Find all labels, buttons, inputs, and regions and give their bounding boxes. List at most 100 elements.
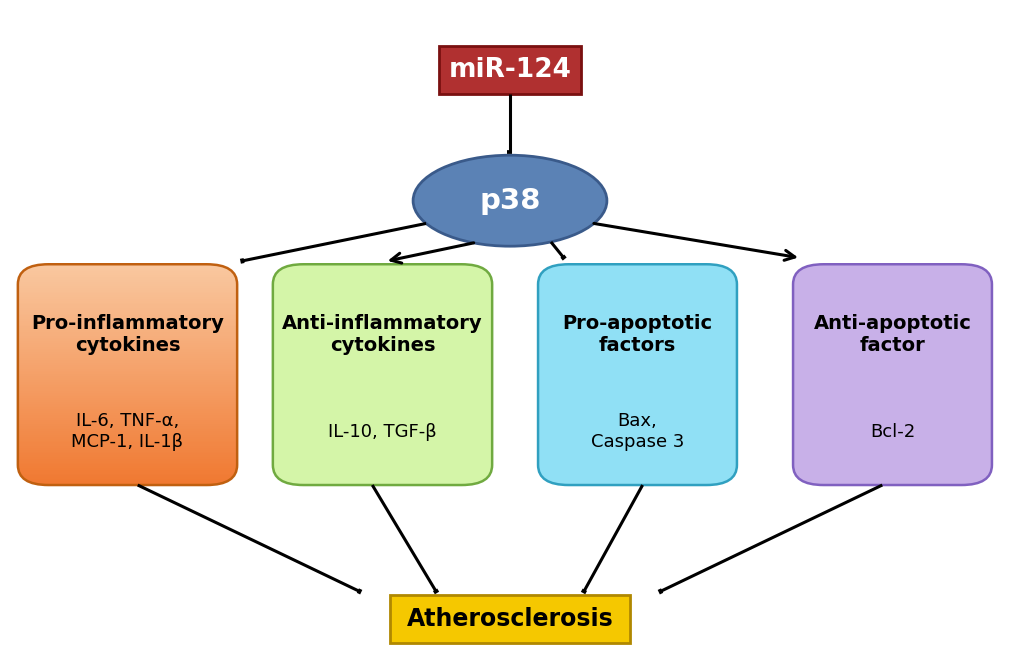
Bar [18, 301, 236, 303]
Bar [18, 427, 236, 430]
Bar [18, 378, 236, 380]
Bar [18, 383, 236, 385]
Text: Bax,
Caspase 3: Bax, Caspase 3 [590, 412, 684, 451]
Bar [18, 358, 236, 360]
Bar [18, 454, 236, 456]
Bar [18, 476, 236, 478]
Bar [18, 435, 236, 438]
Bar [18, 279, 236, 281]
Bar [18, 398, 236, 400]
Bar [18, 434, 236, 436]
Bar [18, 442, 236, 445]
Bar [18, 308, 236, 310]
Bar [18, 339, 236, 341]
Bar [18, 426, 236, 428]
Text: IL-6, TNF-α,
MCP-1, IL-1β: IL-6, TNF-α, MCP-1, IL-1β [71, 412, 183, 451]
Text: p38: p38 [479, 187, 540, 215]
Ellipse shape [413, 155, 606, 246]
Bar [18, 463, 236, 465]
Bar [18, 381, 236, 384]
Bar [18, 349, 236, 351]
Bar [18, 424, 236, 426]
Bar [18, 273, 236, 276]
Bar [18, 369, 236, 371]
Bar [18, 272, 236, 274]
Bar [18, 304, 236, 306]
Text: Pro-apoptotic
factors: Pro-apoptotic factors [561, 314, 712, 355]
Bar [18, 439, 236, 441]
Bar [18, 441, 236, 443]
Bar [18, 417, 236, 419]
Bar [18, 420, 236, 423]
Bar [18, 468, 236, 470]
Bar [18, 351, 236, 353]
Bar [18, 456, 236, 458]
Bar [18, 310, 236, 312]
Bar [18, 429, 236, 432]
Bar [18, 275, 236, 277]
Bar [18, 479, 236, 482]
Bar [18, 407, 236, 409]
FancyBboxPatch shape [273, 264, 492, 485]
Bar [18, 361, 236, 364]
Bar [18, 409, 236, 411]
Text: Anti-inflammatory
cytokines: Anti-inflammatory cytokines [282, 314, 482, 355]
Bar [18, 400, 236, 402]
Text: Bcl-2: Bcl-2 [869, 423, 914, 440]
Bar [18, 405, 236, 408]
Bar [18, 444, 236, 446]
Bar [18, 470, 236, 472]
Bar [18, 385, 236, 387]
Bar [18, 415, 236, 417]
Bar [18, 336, 236, 338]
Bar [18, 280, 236, 282]
Bar [18, 464, 236, 467]
Bar [438, 46, 581, 94]
Bar [18, 459, 236, 461]
Bar [390, 595, 630, 643]
Bar [18, 321, 236, 323]
Bar [18, 452, 236, 454]
Bar [18, 266, 236, 268]
Bar [18, 387, 236, 389]
Bar [18, 446, 236, 448]
Bar [18, 474, 236, 476]
Bar [18, 347, 236, 349]
Bar [18, 332, 236, 334]
Bar [18, 264, 236, 266]
Bar [18, 461, 236, 463]
Bar [18, 404, 236, 406]
Bar [18, 277, 236, 279]
Bar [18, 363, 236, 365]
Text: Anti-apoptotic
factor: Anti-apoptotic factor [813, 314, 970, 355]
Bar [18, 334, 236, 336]
Bar [18, 437, 236, 439]
Bar [18, 354, 236, 356]
Bar [18, 367, 236, 369]
Bar [18, 286, 236, 288]
Bar [18, 389, 236, 391]
Bar [18, 391, 236, 393]
Bar [18, 395, 236, 397]
Bar [18, 299, 236, 301]
Bar [18, 380, 236, 382]
Bar [18, 316, 236, 318]
Bar [18, 288, 236, 290]
Bar [18, 466, 236, 468]
Text: Pro-inflammatory
cytokines: Pro-inflammatory cytokines [31, 314, 224, 355]
Bar [18, 375, 236, 377]
Bar [18, 472, 236, 474]
Bar [18, 432, 236, 434]
Bar [18, 373, 236, 375]
Bar [18, 371, 236, 373]
Bar [18, 478, 236, 480]
Bar [18, 292, 236, 294]
Bar [18, 306, 236, 308]
Bar [18, 326, 236, 328]
Bar [18, 376, 236, 379]
Text: Atherosclerosis: Atherosclerosis [407, 607, 612, 631]
Bar [18, 338, 236, 340]
Bar [18, 448, 236, 450]
Bar [18, 411, 236, 413]
Bar [18, 483, 236, 485]
